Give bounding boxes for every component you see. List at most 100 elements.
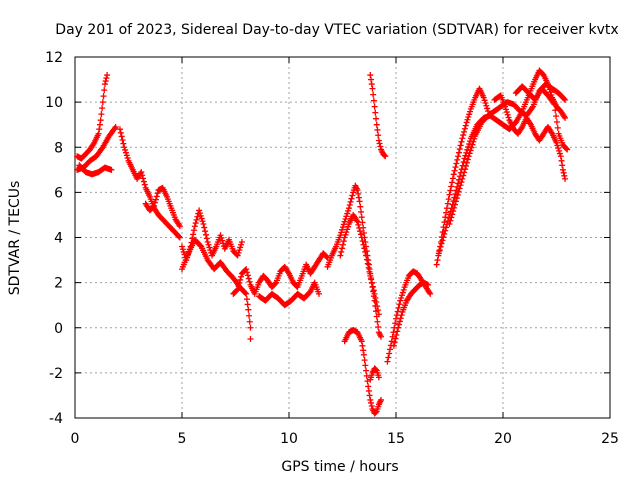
data-point: [551, 101, 558, 108]
data-point: [427, 290, 434, 297]
data-point: [370, 287, 377, 294]
data-point: [467, 108, 474, 115]
data-point: [553, 118, 560, 125]
data-point: [377, 143, 384, 150]
data-point: [562, 114, 569, 121]
data-point: [399, 289, 406, 296]
data-point: [344, 226, 351, 233]
data-point: [154, 190, 161, 197]
data-point: [339, 226, 346, 233]
data-point: [120, 140, 127, 147]
data-point: [140, 178, 147, 185]
data-point: [101, 81, 108, 88]
data-point: [373, 299, 380, 306]
data-point: [347, 198, 354, 205]
data-point: [455, 188, 462, 195]
data-point: [445, 196, 452, 203]
data-point: [559, 162, 566, 169]
data-point: [448, 214, 455, 221]
data-point: [550, 100, 557, 107]
data-point: [453, 160, 460, 167]
data-point: [315, 290, 322, 297]
data-point: [346, 202, 353, 209]
data-point: [503, 109, 510, 116]
data-point: [152, 196, 159, 203]
y-tick-label: 4: [54, 231, 63, 247]
data-point: [122, 146, 129, 153]
data-point: [556, 150, 563, 157]
data-point: [450, 171, 457, 178]
data-point: [388, 338, 395, 345]
data-point: [343, 229, 350, 236]
data-point: [464, 156, 471, 163]
data-point: [367, 72, 374, 79]
data-point: [562, 175, 569, 182]
data-point: [552, 107, 559, 114]
data-point: [468, 144, 475, 151]
data-point: [557, 153, 564, 160]
x-tick-label: 15: [387, 431, 405, 447]
data-point: [368, 276, 375, 283]
data-point: [237, 244, 244, 251]
data-point: [458, 138, 465, 145]
data-point: [456, 146, 463, 153]
data-point: [247, 336, 254, 343]
data-point: [559, 166, 566, 173]
data-point: [362, 248, 369, 255]
data-point: [502, 103, 509, 110]
data-point: [244, 269, 251, 276]
data-point: [354, 187, 361, 194]
data-point: [201, 224, 208, 231]
data-point: [458, 179, 465, 186]
data-point: [365, 264, 372, 271]
data-point: [455, 153, 462, 160]
data-point: [390, 342, 397, 349]
data-point: [365, 383, 372, 390]
data-point: [98, 111, 105, 118]
data-point: [398, 294, 405, 301]
data-point: [558, 157, 565, 164]
data-point: [369, 85, 376, 92]
data-point: [237, 276, 244, 283]
data-point: [394, 328, 401, 335]
data-point: [104, 72, 111, 79]
data-point: [370, 91, 377, 98]
data-point: [464, 116, 471, 123]
data-point: [153, 193, 160, 200]
data-point: [387, 346, 394, 353]
data-point: [99, 105, 106, 112]
data-point: [443, 209, 450, 216]
chart-title: Day 201 of 2023, Sidereal Day-to-day VTE…: [55, 22, 618, 38]
data-point: [355, 190, 362, 197]
data-point: [452, 198, 459, 205]
data-point: [117, 129, 124, 136]
data-point: [459, 175, 466, 182]
data-point: [504, 111, 511, 118]
data-point: [203, 235, 210, 242]
data-point: [369, 280, 376, 287]
data-point: [358, 208, 365, 215]
data-point: [340, 221, 347, 228]
data-point: [374, 126, 381, 133]
data-point: [483, 102, 490, 109]
x-tick-label: 0: [71, 431, 80, 447]
data-point: [204, 239, 211, 246]
data-point: [461, 128, 468, 135]
x-tick-label: 20: [494, 431, 512, 447]
data-point: [243, 296, 250, 303]
data-point: [465, 114, 472, 121]
data-point: [121, 144, 128, 151]
data-point: [122, 149, 129, 156]
data-point: [245, 275, 252, 282]
data-point: [365, 387, 372, 394]
data-point: [367, 272, 374, 279]
data-point: [341, 218, 348, 225]
data-point: [362, 362, 369, 369]
data-point: [446, 220, 453, 227]
data-point: [192, 220, 199, 227]
data-point: [361, 245, 368, 252]
data-point: [243, 290, 250, 297]
data-point: [124, 155, 131, 162]
data-point: [108, 166, 115, 173]
y-tick-label: 2: [54, 276, 63, 292]
